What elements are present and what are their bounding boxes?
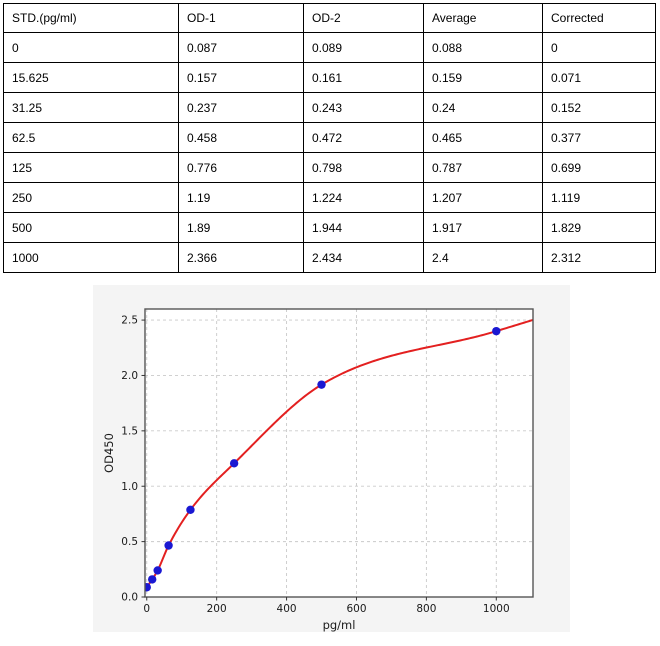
standards-table-body: 0 0.087 0.089 0.088 0 15.625 0.157 0.161 0.159 0.… xyxy=(3,32,656,273)
table-cell: 1.119 xyxy=(542,182,656,213)
data-point xyxy=(145,583,151,592)
standard-curve-chart: 0 200 400 600 800 1000 0.0 0.5 1.0 1.5 2.0 2.5 pg/ml… xyxy=(93,285,570,632)
column-header-od2: OD-2 xyxy=(303,3,424,33)
data-point xyxy=(317,380,326,389)
table-cell: 0.237 xyxy=(178,92,304,123)
table-cell: 0.776 xyxy=(178,152,304,183)
table-cell: 0.699 xyxy=(542,152,656,183)
table-row: 250 1.19 1.224 1.207 1.119 xyxy=(3,182,656,213)
data-point xyxy=(153,566,162,575)
table-cell: 0.088 xyxy=(423,32,543,63)
table-cell: 0.458 xyxy=(178,122,304,153)
table-cell: 2.312 xyxy=(542,242,656,273)
y-tick-label: 2.0 xyxy=(121,370,138,382)
column-header-corrected: Corrected xyxy=(542,3,656,33)
table-cell: 1.207 xyxy=(423,182,543,213)
data-point xyxy=(148,575,157,584)
table-cell: 0.157 xyxy=(178,62,304,93)
table-cell: 1.19 xyxy=(178,182,304,213)
table-cell: 125 xyxy=(3,152,179,183)
table-cell: 15.625 xyxy=(3,62,179,93)
plot-background xyxy=(145,309,533,597)
table-row: 0 0.087 0.089 0.088 0 xyxy=(3,32,656,63)
y-tick-label: 0.5 xyxy=(121,536,138,548)
table-cell: 500 xyxy=(3,212,179,243)
table-cell: 1000 xyxy=(3,242,179,273)
table-cell: 1.917 xyxy=(423,212,543,243)
y-tick-label: 1.0 xyxy=(121,481,138,493)
y-axis-label: OD450 xyxy=(102,433,116,473)
table-cell: 0.159 xyxy=(423,62,543,93)
table-cell: 0.089 xyxy=(303,32,424,63)
y-tick-label: 2.5 xyxy=(121,315,138,327)
table-cell: 31.25 xyxy=(3,92,179,123)
table-cell: 0.798 xyxy=(303,152,424,183)
table-cell: 1.224 xyxy=(303,182,424,213)
table-row: 31.25 0.237 0.243 0.24 0.152 xyxy=(3,92,656,123)
table-row: 15.625 0.157 0.161 0.159 0.071 xyxy=(3,62,656,93)
data-points xyxy=(145,326,501,592)
y-tick-label: 0.0 xyxy=(121,592,138,604)
data-point xyxy=(229,459,239,468)
table-row: 500 1.89 1.944 1.917 1.829 xyxy=(3,212,656,243)
table-cell: 1.89 xyxy=(178,212,304,243)
table-cell: 0.472 xyxy=(303,122,424,153)
y-tick-label: 1.5 xyxy=(121,425,138,437)
table-cell: 250 xyxy=(3,182,179,213)
table-cell: 0.377 xyxy=(542,122,656,153)
x-axis-label: pg/ml xyxy=(323,618,356,632)
table-row: 125 0.776 0.798 0.787 0.699 xyxy=(3,152,656,183)
table-cell: 1.944 xyxy=(303,212,424,243)
data-point xyxy=(492,326,501,336)
x-tick-label: 600 xyxy=(346,603,366,615)
table-cell: 62.5 xyxy=(3,122,179,153)
standard-curve-figure: 0 200 400 600 800 1000 0.0 0.5 1.0 1.5 2.0 2.5 pg/ml… xyxy=(93,285,570,632)
table-cell: 0.152 xyxy=(542,92,656,123)
x-tick-label: 1000 xyxy=(483,603,510,615)
table-cell: 2.434 xyxy=(303,242,424,273)
x-tick-label: 0 xyxy=(143,603,150,615)
plot-border xyxy=(144,308,534,598)
table-cell: 0 xyxy=(542,32,656,63)
table-cell: 2.4 xyxy=(423,242,543,273)
data-point xyxy=(164,541,173,550)
table-cell: 0.465 xyxy=(423,122,543,153)
standards-table: STD.(pg/ml) OD-1 OD-2 Average Corrected … xyxy=(3,3,656,273)
table-cell: 0 xyxy=(3,32,179,63)
table-cell: 0.161 xyxy=(303,62,424,93)
x-tick-label: 800 xyxy=(416,603,436,615)
column-header-od1: OD-1 xyxy=(178,3,304,33)
table-cell: 0.071 xyxy=(542,62,656,93)
x-tick-label: 400 xyxy=(277,603,297,615)
table-cell: 1.829 xyxy=(542,212,656,243)
data-point xyxy=(186,505,195,515)
x-tick-label: 200 xyxy=(207,603,227,615)
table-cell: 0.24 xyxy=(423,92,543,123)
table-header-row: STD.(pg/ml) OD-1 OD-2 Average Corrected xyxy=(3,3,656,33)
table-cell: 0.087 xyxy=(178,32,304,63)
table-cell: 0.243 xyxy=(303,92,424,123)
column-header-average: Average xyxy=(423,3,543,33)
table-cell: 2.366 xyxy=(178,242,304,273)
table-row: 62.5 0.458 0.472 0.465 0.377 xyxy=(3,122,656,153)
table-row: 1000 2.366 2.434 2.4 2.312 xyxy=(3,242,656,273)
fitted-curve xyxy=(145,318,533,591)
table-cell: 0.787 xyxy=(423,152,543,183)
column-header-std: STD.(pg/ml) xyxy=(3,3,179,33)
